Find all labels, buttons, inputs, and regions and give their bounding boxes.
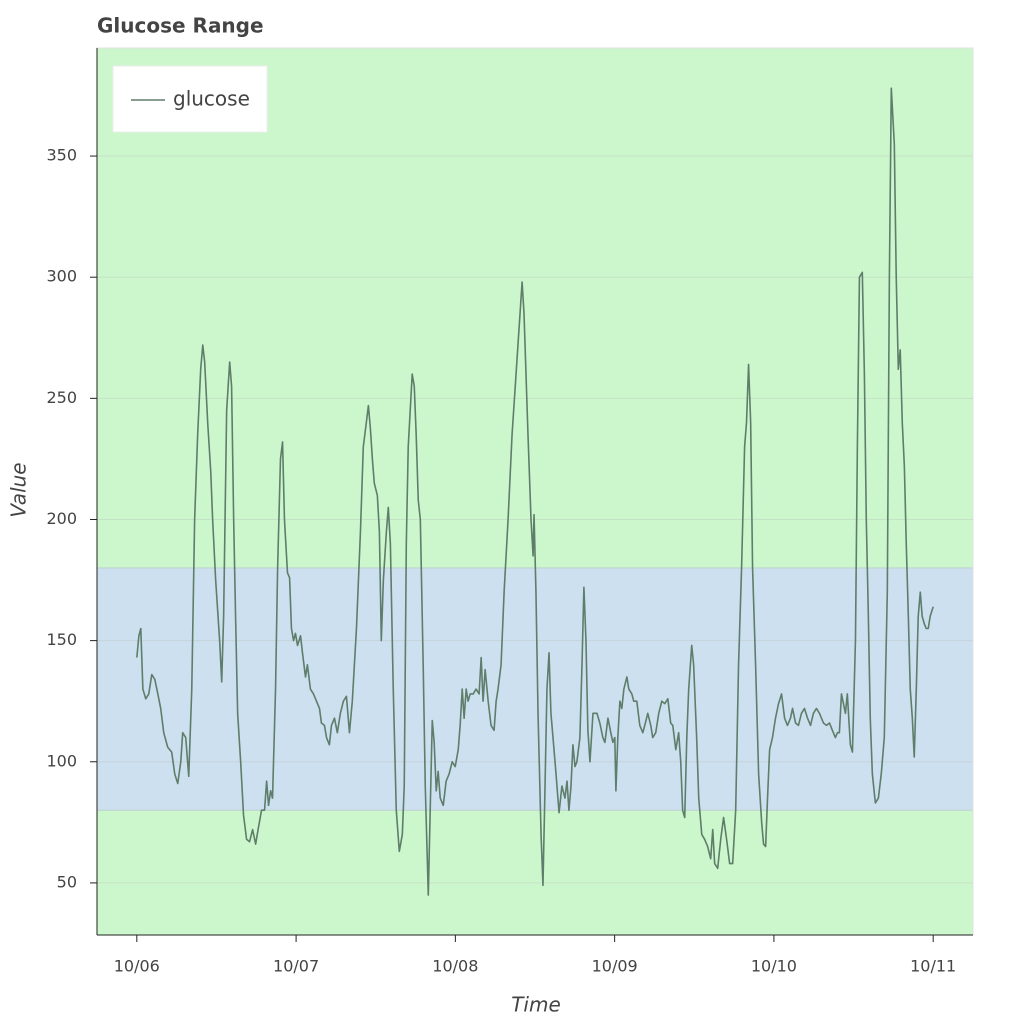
- data-line: [136, 87, 934, 896]
- legend-box: [112, 65, 268, 133]
- y-axis-label: Value: [7, 462, 31, 517]
- x-tick-label: 10/11: [910, 957, 956, 976]
- legend-label: glucose: [173, 87, 250, 111]
- x-tick-label: 10/09: [592, 957, 638, 976]
- y-tick-label: 150: [46, 630, 77, 649]
- y-tick-label: 100: [46, 751, 77, 770]
- plot-area: [96, 47, 974, 936]
- y-tick-label: 50: [57, 872, 77, 891]
- y-tick-label: 350: [46, 146, 77, 165]
- x-axis-label: Time: [511, 993, 561, 1017]
- x-tick-label: 10/07: [273, 957, 319, 976]
- x-tick-label: 10/10: [751, 957, 797, 976]
- y-tick-label: 300: [46, 267, 77, 286]
- y-tick-label: 200: [46, 509, 77, 528]
- chart-title: Glucose Range: [97, 14, 264, 38]
- x-tick-label: 10/06: [114, 957, 160, 976]
- y-tick-label: 250: [46, 388, 77, 407]
- x-tick-label: 10/08: [432, 957, 478, 976]
- target-range-band: [96, 567, 974, 811]
